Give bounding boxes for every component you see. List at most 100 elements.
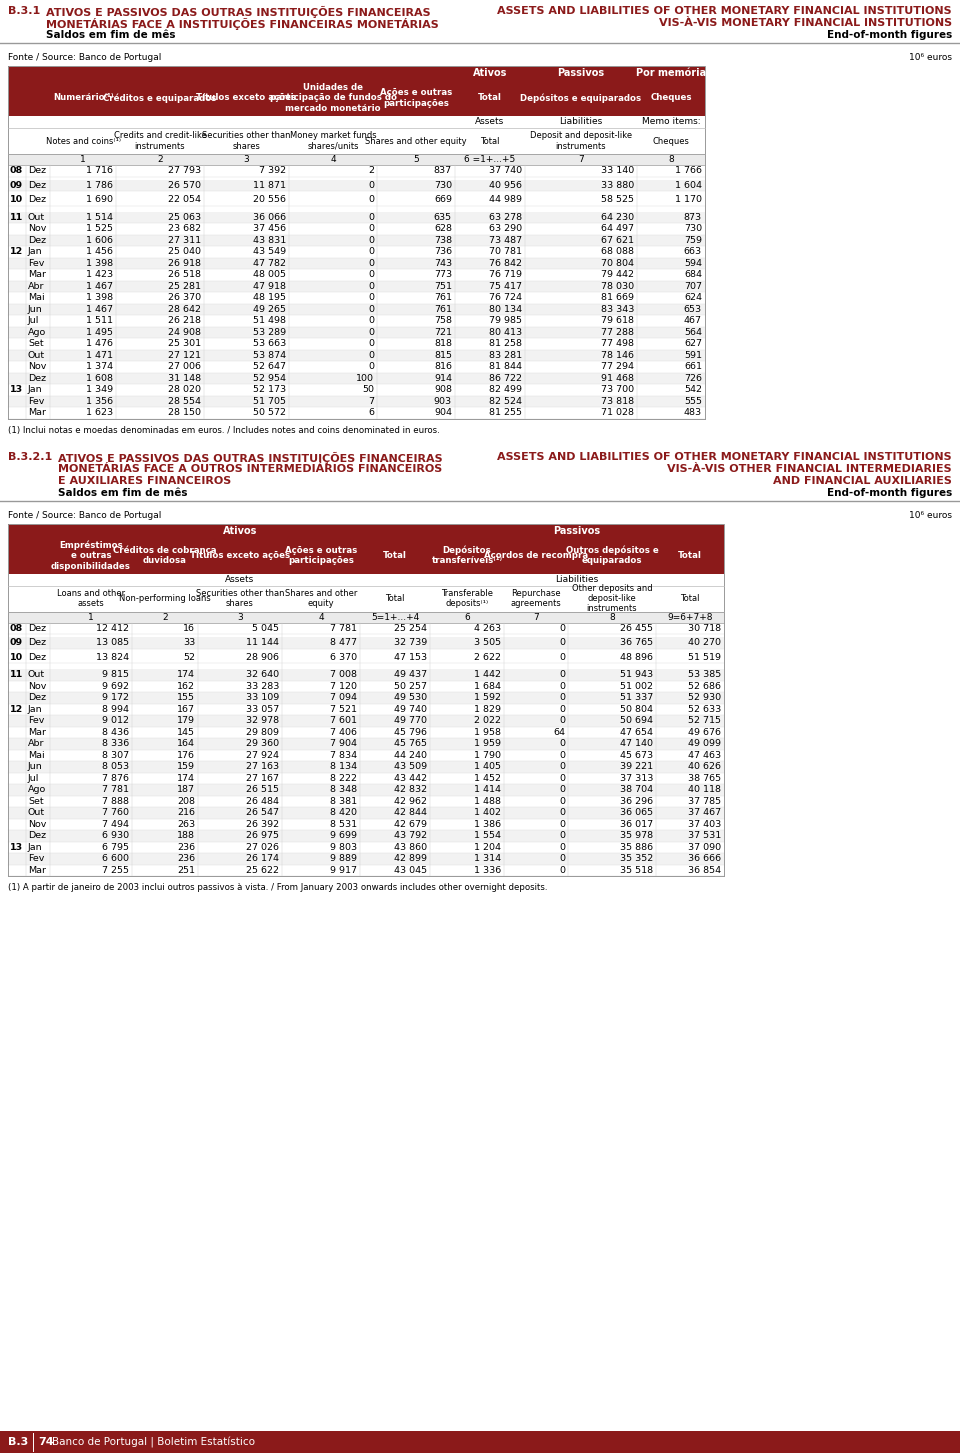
Bar [8,292,705,304]
Text: 43 549: 43 549 [252,247,286,256]
Text: 7 760: 7 760 [102,808,129,817]
Text: 50 257: 50 257 [394,681,427,690]
Text: 0: 0 [368,362,374,372]
Text: 7 781: 7 781 [330,623,357,632]
Text: 8 348: 8 348 [330,785,357,795]
Text: 8 336: 8 336 [102,740,129,748]
Text: 167: 167 [177,705,195,713]
Text: 28 554: 28 554 [168,397,201,405]
Text: 47 918: 47 918 [253,282,286,291]
Text: Securities other than
shares: Securities other than shares [196,588,284,609]
Text: 251: 251 [177,866,195,875]
Text: 761: 761 [434,294,452,302]
Text: 26 484: 26 484 [246,796,279,806]
Text: 751: 751 [434,282,452,291]
Text: 174: 174 [177,774,195,783]
Text: 145: 145 [177,728,195,737]
Text: 26 370: 26 370 [168,294,201,302]
Text: 1 204: 1 204 [474,843,501,851]
Bar [8,327,705,339]
Text: 7 876: 7 876 [102,774,129,783]
Text: Jan: Jan [28,843,42,851]
Text: 1 786: 1 786 [86,180,113,190]
Text: 43 860: 43 860 [394,843,427,851]
Text: 47 782: 47 782 [253,259,286,267]
Text: 53 385: 53 385 [687,670,721,679]
Text: 3 505: 3 505 [474,638,501,647]
Text: 12: 12 [10,705,23,713]
Text: 39 221: 39 221 [620,763,653,772]
Text: 816: 816 [434,362,452,372]
Bar [8,234,705,246]
Text: 13 824: 13 824 [96,652,129,661]
Bar [8,384,705,395]
Text: Nov: Nov [28,819,46,828]
Text: Outros depósitos e
equiparados: Outros depósitos e equiparados [565,545,659,565]
Text: 6 930: 6 930 [102,831,129,840]
Text: 483: 483 [684,408,702,417]
Text: 48 005: 48 005 [253,270,286,279]
Text: 33 140: 33 140 [601,166,634,176]
Text: 663: 663 [684,247,702,256]
Text: 08: 08 [10,623,23,632]
Text: Fev: Fev [28,259,44,267]
Text: Ações e outras
participações: Ações e outras participações [285,546,357,565]
Text: 48 896: 48 896 [620,652,653,661]
Text: Ago: Ago [28,785,46,795]
Text: 6: 6 [368,408,374,417]
Text: 6 795: 6 795 [102,843,129,851]
Text: 86 722: 86 722 [489,373,522,382]
Text: 758: 758 [434,317,452,325]
Text: Cheques: Cheques [653,137,689,145]
Text: 26 518: 26 518 [168,270,201,279]
Text: 1 554: 1 554 [474,831,501,840]
Text: 7 120: 7 120 [330,681,357,690]
Text: Acordos de recompra: Acordos de recompra [484,551,588,559]
Text: 0: 0 [368,317,374,325]
Bar [8,407,705,418]
Text: 10⁶ euros: 10⁶ euros [909,510,952,520]
Text: Loans and other
assets: Loans and other assets [57,588,125,609]
Text: 8 381: 8 381 [330,796,357,806]
Text: 35 978: 35 978 [620,831,653,840]
Text: Mai: Mai [28,294,44,302]
Text: 81 669: 81 669 [601,294,634,302]
Text: 0: 0 [559,774,565,783]
Text: Jun: Jun [28,305,43,314]
Text: Memo items:: Memo items: [641,118,700,126]
Text: 44 989: 44 989 [489,195,522,205]
Text: Mai: Mai [28,751,44,760]
Text: ATIVOS E PASSIVOS DAS OUTRAS INSTITUIÇÕES FINANCEIRAS: ATIVOS E PASSIVOS DAS OUTRAS INSTITUIÇÕE… [46,6,431,17]
Text: 0: 0 [559,751,565,760]
Text: ASSETS AND LIABILITIES OF OTHER MONETARY FINANCIAL INSTITUTIONS: ASSETS AND LIABILITIES OF OTHER MONETARY… [497,452,952,462]
Text: Liabilities: Liabilities [556,575,599,584]
Text: 1 790: 1 790 [474,751,501,760]
Text: 6 =1+...+5: 6 =1+...+5 [465,155,516,164]
Text: 40 626: 40 626 [688,763,721,772]
Bar [8,180,705,190]
Text: 2 022: 2 022 [474,716,501,725]
Text: 42 679: 42 679 [394,819,427,828]
Text: 49 265: 49 265 [253,305,286,314]
Text: 236: 236 [177,854,195,863]
Text: 1 349: 1 349 [85,385,113,394]
Bar [8,785,724,795]
Text: 914: 914 [434,373,452,382]
Bar [8,523,724,622]
Text: 9 803: 9 803 [330,843,357,851]
Text: 216: 216 [177,808,195,817]
Text: 100: 100 [356,373,374,382]
Bar [8,715,724,726]
Text: 26 547: 26 547 [246,808,279,817]
Text: End-of-month figures: End-of-month figures [827,31,952,41]
Text: Ativos: Ativos [223,526,257,536]
Bar [8,395,705,407]
Text: 73 700: 73 700 [601,385,634,394]
Text: 8: 8 [668,155,674,164]
Text: 0: 0 [559,670,565,679]
Text: 29 360: 29 360 [246,740,279,748]
Text: 49 099: 49 099 [688,740,721,748]
Text: 2 622: 2 622 [474,652,501,661]
Text: 25 281: 25 281 [168,282,201,291]
Text: MONETÁRIAS FACE A INSTITUIÇÕES FINANCEIRAS MONETÁRIAS: MONETÁRIAS FACE A INSTITUIÇÕES FINANCEIR… [46,17,439,31]
